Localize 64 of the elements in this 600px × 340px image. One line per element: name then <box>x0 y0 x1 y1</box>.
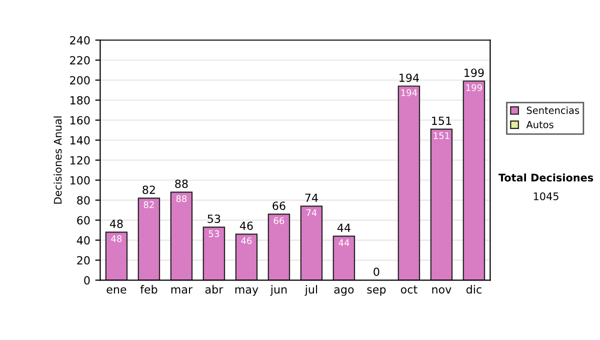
y-tick-label: 100 <box>70 176 90 185</box>
x-tick-label: sep <box>367 287 386 296</box>
bar <box>332 236 356 280</box>
total-label: 151 <box>432 116 452 125</box>
bar <box>105 232 128 280</box>
total-label: 44 <box>337 224 350 232</box>
total-label: 199 <box>464 68 484 77</box>
total-label: 66 <box>272 202 286 210</box>
x-tick-label: mar <box>171 287 193 294</box>
x-tick-label: ago <box>334 287 354 296</box>
y-tick-label: 40 <box>76 236 90 245</box>
x-tick-label: ene <box>106 287 126 294</box>
bar <box>138 198 160 280</box>
x-tick-label: nov <box>432 287 452 294</box>
x-tick-label: may <box>235 287 258 296</box>
y-tick-label: 20 <box>77 256 90 265</box>
x-tick-label: jul <box>304 285 318 296</box>
bar <box>235 234 258 280</box>
data-label: 66 <box>274 217 284 224</box>
y-tick-label: 60 <box>77 216 90 225</box>
legend-label: Sentencias <box>526 106 580 114</box>
y-tick-label: 200 <box>70 76 90 85</box>
total-label: 46 <box>240 222 253 230</box>
data-label: 199 <box>466 84 482 92</box>
y-tick-label: 160 <box>70 116 90 125</box>
y-tick-label: 0 <box>84 276 90 285</box>
total-label: 74 <box>305 194 318 202</box>
y-tick-label: 80 <box>77 196 90 205</box>
x-tick-label: abr <box>205 285 224 294</box>
bar <box>398 86 420 280</box>
total-label: 194 <box>400 74 419 82</box>
data-label: 46 <box>241 237 252 244</box>
bar <box>202 226 226 280</box>
y-tick-label: 180 <box>70 96 90 105</box>
bar <box>300 206 323 280</box>
data-label: 74 <box>306 209 317 216</box>
x-tick-label: jun <box>270 285 287 296</box>
y-tick-label: 140 <box>70 136 90 145</box>
y-axis-title: Decisiones Anual <box>54 116 62 204</box>
x-tick-label: oct <box>400 286 418 294</box>
text: 1045 <box>534 192 558 200</box>
legend-label: Autos <box>526 121 554 128</box>
data-label: 48 <box>111 235 122 242</box>
total-label: 0 <box>374 268 380 276</box>
bar <box>268 214 290 280</box>
data-label: 44 <box>338 239 350 246</box>
x-tick-label: feb <box>140 285 158 294</box>
data-label: 53 <box>208 230 219 238</box>
data-label: 194 <box>401 89 418 96</box>
data-label: 151 <box>434 132 450 140</box>
bar <box>430 128 453 280</box>
data-label: 82 <box>144 201 154 208</box>
y-tick-label: 240 <box>70 36 90 44</box>
y-tick-label: 120 <box>70 156 90 165</box>
total-label: 82 <box>142 186 155 194</box>
text: Total Decisiones <box>498 173 594 182</box>
x-tick-label: dic <box>466 285 482 294</box>
total-label: 48 <box>110 220 123 228</box>
bar <box>462 80 486 280</box>
total-label: 88 <box>175 180 188 188</box>
bar <box>170 192 193 280</box>
data-label: 88 <box>176 195 187 202</box>
y-tick-label: 220 <box>70 56 90 65</box>
total-label: 53 <box>208 214 220 223</box>
